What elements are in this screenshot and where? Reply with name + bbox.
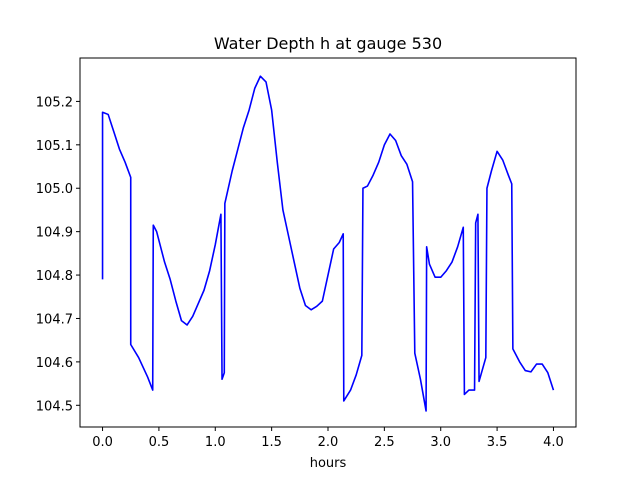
x-tick-label: 2.0 — [318, 435, 339, 450]
chart-title: Water Depth h at gauge 530 — [214, 34, 442, 53]
x-tick-label: 3.5 — [487, 435, 508, 450]
y-axis-ticks: 104.5 104.6 104.7 104.8 104.9 105.0 105.1 105.2 — [36, 95, 80, 414]
x-axis-label: hours — [310, 456, 347, 471]
x-tick-label: 4.0 — [543, 435, 564, 450]
x-tick-label: 0.0 — [92, 435, 113, 450]
plot-area — [101, 75, 555, 412]
x-axis-ticks: 0.0 0.5 1.0 1.5 2.0 2.5 3.0 3.5 4.0 — [92, 427, 564, 450]
plot-frame — [79, 57, 577, 428]
x-tick-label: 0.5 — [149, 435, 170, 450]
x-tick-label: 3.0 — [430, 435, 451, 450]
x-tick-label: 1.5 — [261, 435, 282, 450]
y-tick-label: 104.7 — [36, 312, 73, 327]
x-tick-label: 1.0 — [205, 435, 226, 450]
y-tick-label: 104.8 — [36, 269, 73, 284]
y-tick-label: 105.0 — [36, 182, 73, 197]
y-tick-label: 104.6 — [36, 356, 73, 371]
series-line-0 — [101, 75, 555, 412]
y-tick-label: 105.1 — [36, 139, 73, 154]
y-tick-label: 104.5 — [36, 399, 73, 414]
x-tick-label: 2.5 — [374, 435, 395, 450]
y-tick-label: 105.2 — [36, 95, 73, 110]
y-tick-label: 104.9 — [36, 226, 73, 241]
